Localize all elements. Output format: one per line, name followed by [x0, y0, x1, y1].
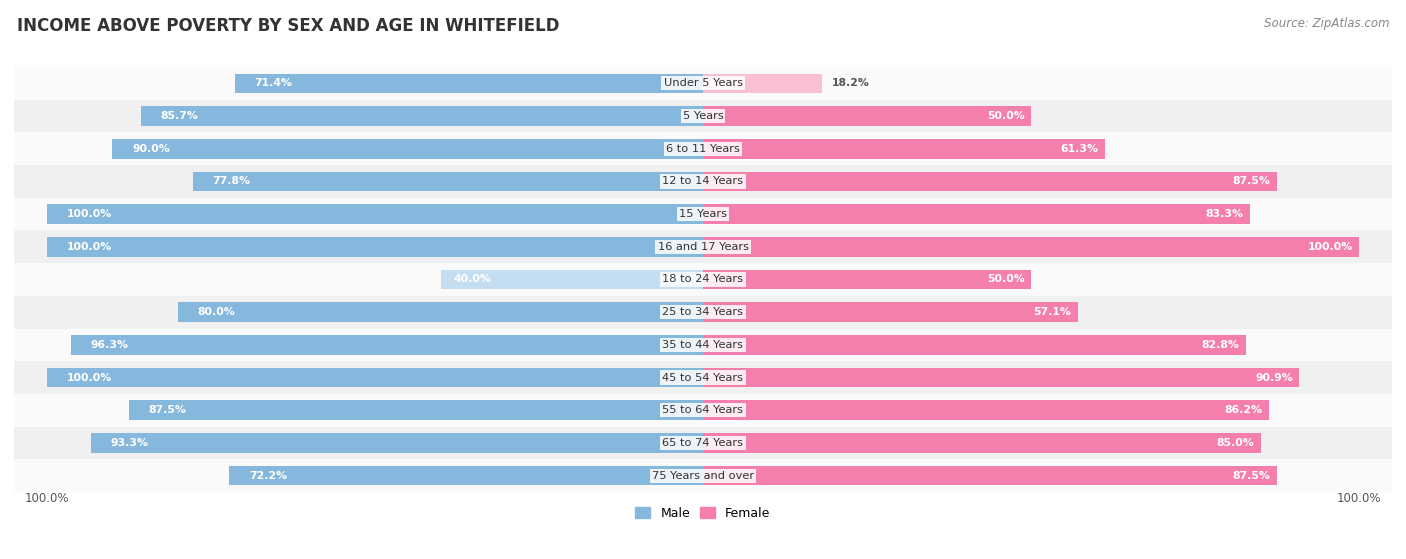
Text: 87.5%: 87.5% — [1233, 471, 1271, 481]
Text: 90.9%: 90.9% — [1256, 372, 1294, 382]
Text: 55 to 64 Years: 55 to 64 Years — [662, 405, 744, 415]
Bar — [14, 165, 1392, 198]
Text: 86.2%: 86.2% — [1225, 405, 1263, 415]
Text: 71.4%: 71.4% — [254, 78, 292, 88]
Text: 35 to 44 Years: 35 to 44 Years — [662, 340, 744, 350]
Text: 85.0%: 85.0% — [1216, 438, 1254, 448]
Legend: Male, Female: Male, Female — [636, 506, 770, 520]
Text: Source: ZipAtlas.com: Source: ZipAtlas.com — [1264, 17, 1389, 30]
Text: 18.2%: 18.2% — [832, 78, 870, 88]
Bar — [46, 237, 703, 257]
Text: 40.0%: 40.0% — [454, 274, 492, 285]
Text: 50.0%: 50.0% — [987, 111, 1025, 121]
Bar — [703, 205, 1250, 224]
Text: 87.5%: 87.5% — [149, 405, 187, 415]
Bar — [703, 335, 1246, 354]
Bar — [14, 67, 1392, 100]
Text: 100.0%: 100.0% — [66, 209, 112, 219]
Text: 96.3%: 96.3% — [91, 340, 129, 350]
Text: 6 to 11 Years: 6 to 11 Years — [666, 144, 740, 154]
Bar — [141, 106, 703, 126]
Text: 18 to 24 Years: 18 to 24 Years — [662, 274, 744, 285]
Bar — [703, 139, 1105, 159]
Text: 45 to 54 Years: 45 to 54 Years — [662, 372, 744, 382]
Text: 90.0%: 90.0% — [132, 144, 170, 154]
Text: 83.3%: 83.3% — [1205, 209, 1243, 219]
Bar — [703, 368, 1299, 387]
Text: 85.7%: 85.7% — [160, 111, 198, 121]
Bar — [14, 132, 1392, 165]
Bar — [14, 230, 1392, 263]
Bar — [235, 74, 703, 93]
Text: 100.0%: 100.0% — [1308, 242, 1353, 252]
Bar — [91, 433, 703, 453]
Bar — [440, 269, 703, 290]
Bar — [14, 329, 1392, 361]
Bar — [229, 466, 703, 485]
Text: 50.0%: 50.0% — [987, 274, 1025, 285]
Text: 15 Years: 15 Years — [679, 209, 727, 219]
Bar — [14, 263, 1392, 296]
Text: 25 to 34 Years: 25 to 34 Years — [662, 307, 744, 317]
Text: 100.0%: 100.0% — [66, 242, 112, 252]
Bar — [112, 139, 703, 159]
Text: 100.0%: 100.0% — [25, 492, 69, 505]
Bar — [46, 368, 703, 387]
Text: INCOME ABOVE POVERTY BY SEX AND AGE IN WHITEFIELD: INCOME ABOVE POVERTY BY SEX AND AGE IN W… — [17, 17, 560, 35]
Bar — [193, 172, 703, 191]
Text: 65 to 74 Years: 65 to 74 Years — [662, 438, 744, 448]
Text: 5 Years: 5 Years — [683, 111, 723, 121]
Text: 82.8%: 82.8% — [1202, 340, 1240, 350]
Bar — [703, 400, 1268, 420]
Bar — [703, 433, 1261, 453]
Text: 12 to 14 Years: 12 to 14 Years — [662, 177, 744, 187]
Bar — [703, 269, 1031, 290]
Text: 16 and 17 Years: 16 and 17 Years — [658, 242, 748, 252]
Text: 77.8%: 77.8% — [212, 177, 250, 187]
Bar — [703, 302, 1077, 322]
Bar — [46, 205, 703, 224]
Bar — [14, 296, 1392, 329]
Text: 80.0%: 80.0% — [198, 307, 236, 317]
Bar — [14, 198, 1392, 230]
Bar — [14, 427, 1392, 459]
Bar — [14, 459, 1392, 492]
Text: 100.0%: 100.0% — [66, 372, 112, 382]
Bar — [703, 172, 1277, 191]
Text: 57.1%: 57.1% — [1033, 307, 1071, 317]
Bar — [14, 394, 1392, 427]
Text: 87.5%: 87.5% — [1233, 177, 1271, 187]
Bar — [703, 466, 1277, 485]
Text: Under 5 Years: Under 5 Years — [664, 78, 742, 88]
Text: 100.0%: 100.0% — [1337, 492, 1381, 505]
Text: 72.2%: 72.2% — [249, 471, 287, 481]
Bar — [179, 302, 703, 322]
Bar — [129, 400, 703, 420]
Text: 61.3%: 61.3% — [1060, 144, 1098, 154]
Bar — [703, 74, 823, 93]
Bar — [703, 237, 1360, 257]
Text: 75 Years and over: 75 Years and over — [652, 471, 754, 481]
Bar — [14, 100, 1392, 132]
Text: 93.3%: 93.3% — [111, 438, 149, 448]
Bar — [14, 361, 1392, 394]
Bar — [72, 335, 703, 354]
Bar — [703, 106, 1031, 126]
